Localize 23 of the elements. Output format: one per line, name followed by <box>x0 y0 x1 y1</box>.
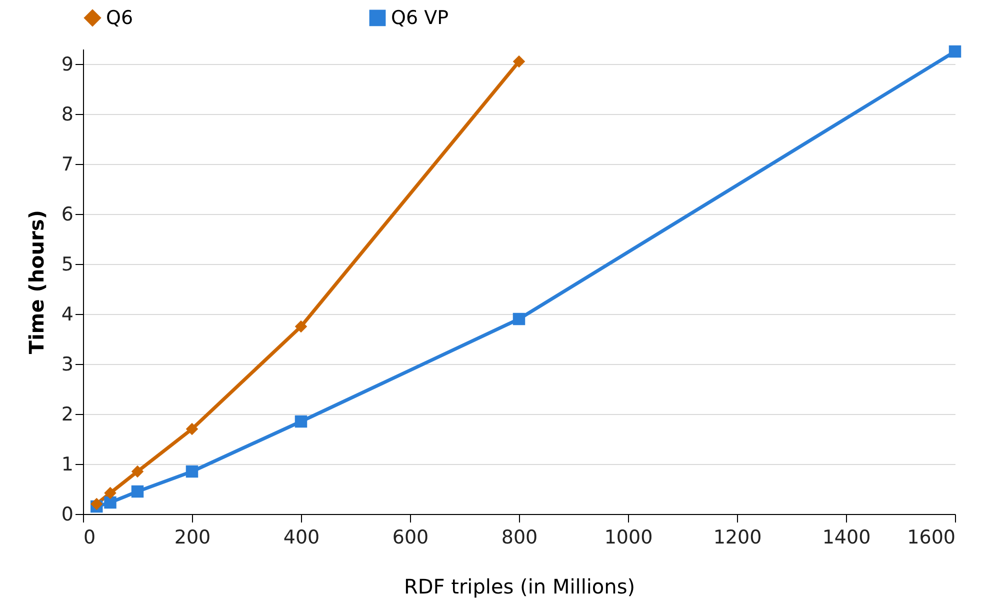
y-tick-label: 9 <box>61 54 74 76</box>
x-tick-label: 400 <box>283 526 320 548</box>
y-tick-label: 4 <box>61 304 74 326</box>
y-tick-label: 3 <box>61 354 74 376</box>
y-tick-label: 7 <box>61 154 74 176</box>
x-tick-label: 1400 <box>822 526 871 548</box>
x-axis-title: RDF triples (in Millions) <box>404 574 636 598</box>
legend-label: Q6 VP <box>391 6 449 29</box>
y-tick-label: 0 <box>61 504 74 526</box>
x-tick-label: 1200 <box>713 526 762 548</box>
y-tick-label: 5 <box>61 254 74 276</box>
y-axis-title: Time (hours) <box>24 210 48 354</box>
x-tick-label: 1000 <box>604 526 653 548</box>
x-tick-label: 1600 <box>907 526 956 548</box>
x-tick-label: 600 <box>392 526 429 548</box>
x-tick-label: 800 <box>501 526 538 548</box>
legend-label: Q6 <box>106 6 134 29</box>
y-tick-label: 1 <box>61 454 74 476</box>
y-tick-label: 6 <box>61 204 74 226</box>
x-tick-label: 0 <box>84 526 96 548</box>
y-tick-label: 8 <box>61 104 74 126</box>
x-tick-label: 200 <box>174 526 211 548</box>
y-tick-label: 2 <box>61 404 74 426</box>
